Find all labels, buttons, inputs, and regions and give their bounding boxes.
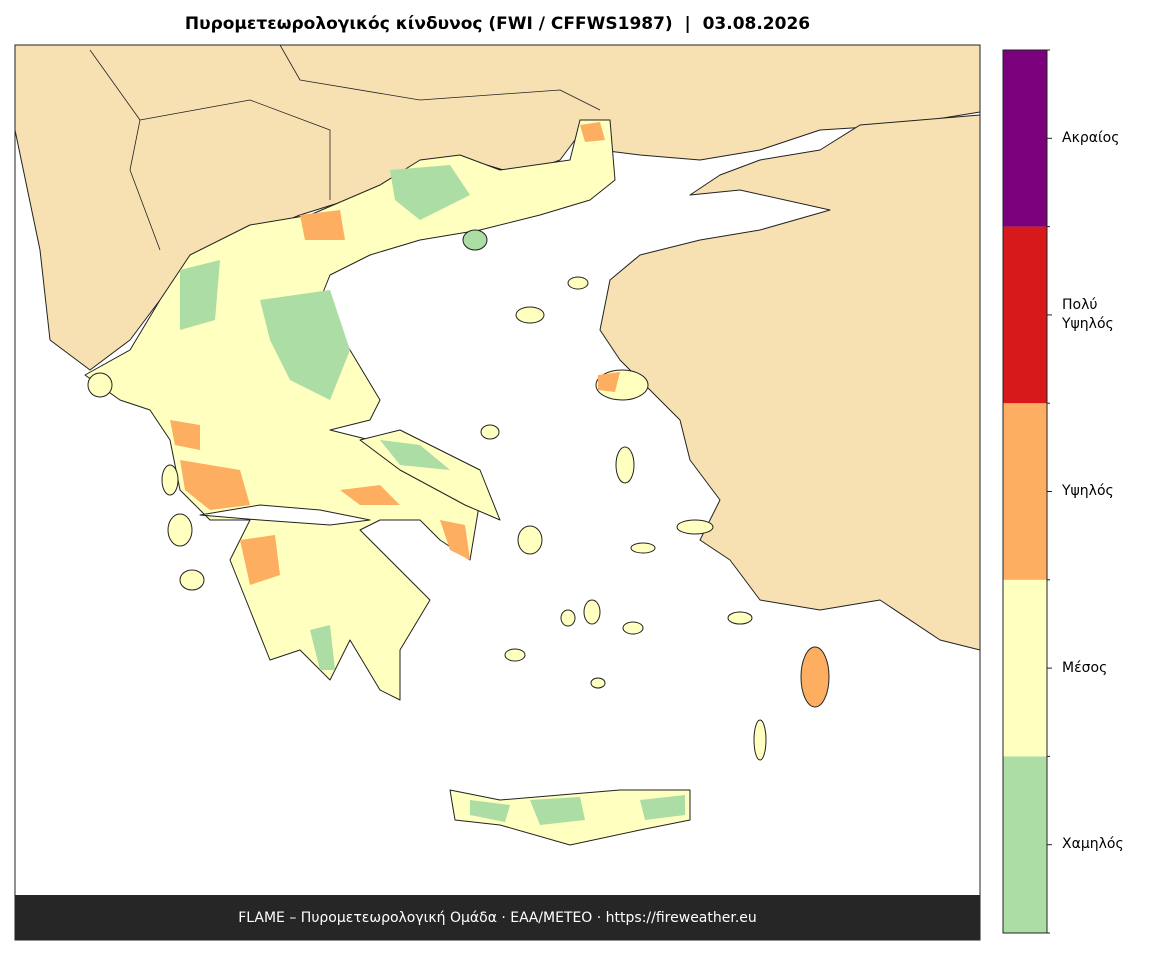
island bbox=[480, 424, 500, 440]
island bbox=[504, 648, 526, 662]
colorbar-segment bbox=[1003, 756, 1047, 933]
island bbox=[753, 719, 767, 761]
island bbox=[615, 446, 635, 484]
patch bbox=[530, 797, 585, 825]
island bbox=[567, 276, 589, 290]
map-frame bbox=[14, 44, 981, 941]
patch bbox=[598, 372, 620, 392]
colorbar-segment bbox=[1003, 403, 1047, 580]
border-lines bbox=[139, 99, 331, 200]
island bbox=[560, 609, 576, 627]
island bbox=[622, 621, 644, 635]
gulf bbox=[199, 504, 371, 526]
turkey bbox=[599, 114, 981, 651]
colorbar-frame bbox=[1002, 49, 1048, 934]
island bbox=[727, 611, 753, 625]
island bbox=[167, 513, 193, 547]
risk-patches bbox=[170, 122, 685, 825]
patch bbox=[260, 290, 350, 400]
island bbox=[462, 229, 488, 251]
island bbox=[676, 519, 714, 535]
patch bbox=[640, 795, 685, 820]
colorbar-segment bbox=[1003, 50, 1047, 227]
patch bbox=[580, 122, 605, 142]
colorbar-segment bbox=[1003, 226, 1047, 404]
island bbox=[179, 569, 205, 591]
island bbox=[161, 464, 179, 496]
colorbar bbox=[1002, 49, 1052, 934]
island bbox=[87, 372, 113, 398]
footer: FLAME – Πυρομετεωρολογική Ομάδα · ΕΑΑ/ME… bbox=[15, 895, 980, 940]
patch bbox=[300, 210, 345, 240]
legend-label: Χαμηλός bbox=[1062, 836, 1124, 853]
legend-label: Μέσος bbox=[1062, 659, 1108, 676]
legend-label: Πολύ Υψηλός bbox=[1062, 296, 1114, 332]
border-lines bbox=[89, 49, 161, 251]
patch bbox=[380, 440, 450, 470]
island bbox=[517, 525, 543, 555]
island bbox=[630, 542, 656, 554]
patch bbox=[470, 800, 510, 822]
island bbox=[515, 306, 545, 324]
patch bbox=[240, 535, 280, 585]
patch bbox=[180, 260, 220, 330]
colorbar-segment bbox=[1003, 579, 1047, 757]
island bbox=[583, 599, 601, 625]
legend-label: Ακραίος bbox=[1062, 129, 1120, 146]
patch bbox=[390, 165, 470, 220]
patch bbox=[170, 420, 200, 450]
patch bbox=[440, 520, 470, 560]
patch bbox=[180, 460, 250, 510]
island bbox=[800, 646, 830, 708]
map-title: Πυρομετεωρολογικός κίνδυνος (FWI / CFFWS… bbox=[184, 14, 811, 34]
border-lines bbox=[279, 44, 601, 111]
island bbox=[590, 677, 606, 689]
patch bbox=[340, 485, 400, 505]
patch bbox=[310, 625, 335, 670]
legend-label: Υψηλός bbox=[1062, 483, 1114, 499]
